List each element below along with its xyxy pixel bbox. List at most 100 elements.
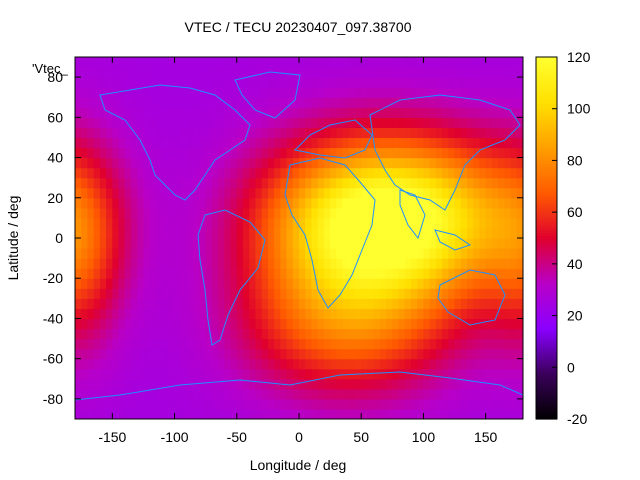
heatmap-cell [361,318,369,330]
heatmap-cell [75,117,82,128]
heatmap-cell [137,358,145,370]
heatmap-cell [516,328,523,340]
heatmap-cell [236,217,244,229]
heatmap-cell [510,227,518,239]
heatmap-cell [124,368,132,380]
heatmap-cell [131,77,138,88]
heatmap-cell [211,288,219,299]
heatmap-cell [205,167,213,179]
heatmap-cell [417,408,425,419]
heatmap-cell [131,107,138,118]
heatmap-cell [218,157,225,169]
colorbar-segment [536,111,557,115]
heatmap-cell [274,338,281,350]
heatmap-cell [348,137,356,149]
heatmap-cell [361,378,369,390]
heatmap-cell [199,238,207,249]
heatmap-cell [131,318,138,330]
heatmap-cell [361,187,369,199]
heatmap-cell [149,338,157,350]
heatmap-cell [442,77,449,88]
heatmap-cell [124,117,132,128]
colorbar-segment [536,57,557,61]
heatmap-cell [367,298,375,309]
heatmap-cell [386,127,393,139]
heatmap-cell [367,348,375,360]
heatmap-cell [323,408,331,419]
x-tick-label: 0 [295,429,303,445]
heatmap-cell [112,268,120,279]
heatmap-cell [330,308,337,320]
heatmap-cell [504,67,512,78]
heatmap-cell [330,187,337,199]
heatmap-cell [504,378,512,390]
colorbar-segment [536,72,557,76]
heatmap-cell [243,97,250,108]
heatmap-cell [417,258,425,269]
heatmap-cell [255,408,263,419]
heatmap-cell [137,197,145,209]
heatmap-cell [193,298,201,309]
heatmap-cell [267,258,275,269]
heatmap-cell [460,97,468,108]
heatmap-cell [299,238,306,249]
heatmap-cell [392,248,400,259]
heatmap-cell [367,57,375,68]
heatmap-cell [218,197,225,209]
heatmap-cell [361,167,369,179]
heatmap-cell [261,77,269,88]
heatmap-cell [473,278,481,289]
heatmap-cell [292,147,300,159]
heatmap-cell [392,358,400,370]
heatmap-cell [81,107,89,118]
heatmap-cell [485,227,493,239]
heatmap-cell [193,398,201,410]
heatmap-cell [180,318,188,330]
heatmap-cell [355,157,362,169]
heatmap-cell [249,77,257,88]
heatmap-cell [417,348,425,360]
heatmap-cell [373,57,381,68]
heatmap-cell [454,328,462,340]
heatmap-cell [149,268,157,279]
heatmap-cell [149,378,157,390]
heatmap-cell [355,398,362,410]
heatmap-cell [417,278,425,289]
heatmap-cell [261,107,269,118]
heatmap-cell [479,278,487,289]
heatmap-cell [218,278,225,289]
heatmap-cell [485,107,493,118]
heatmap-cell [261,348,269,360]
heatmap-cell [398,278,406,289]
heatmap-cell [386,408,393,419]
heatmap-cell [143,408,151,419]
heatmap-cell [429,127,437,139]
heatmap-cell [205,227,213,239]
heatmap-cell [305,67,313,78]
heatmap-cell [348,57,356,68]
heatmap-cell [124,338,132,350]
coastline-australia [437,269,506,326]
heatmap-cell [211,167,219,179]
heatmap-cell [448,408,456,419]
heatmap-cell [504,308,512,320]
y-tick-label: -80 [43,391,63,407]
heatmap-cell [442,388,449,400]
heatmap-cell [230,197,238,209]
heatmap-cell [87,288,95,299]
heatmap-cell [373,238,381,249]
heatmap-cell [398,87,406,98]
heatmap-cell [448,338,456,350]
heatmap-cell [435,248,443,259]
heatmap-cell [274,157,281,169]
heatmap-cell [106,268,113,279]
heatmap-cell [498,137,505,149]
heatmap-cell [435,268,443,279]
coastline-india [399,189,426,240]
heatmap-cell [174,268,182,279]
heatmap-cell [323,258,331,269]
heatmap-cell [348,87,356,98]
heatmap-cell [292,67,300,78]
heatmap-cell [87,308,95,320]
heatmap-cell [516,187,523,199]
